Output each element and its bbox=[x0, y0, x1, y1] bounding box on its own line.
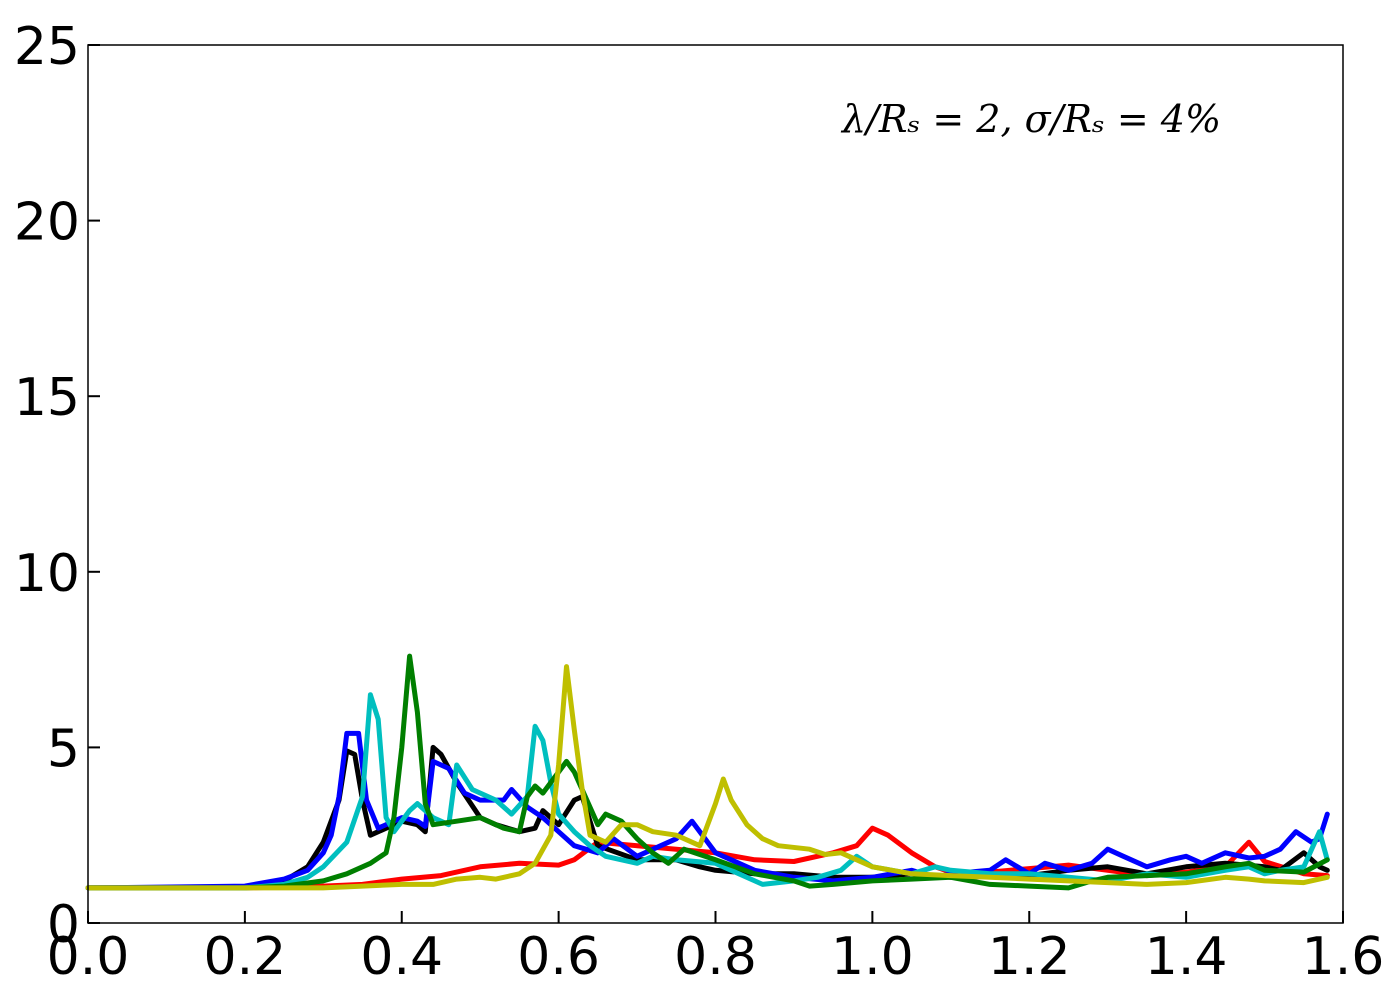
x-tick-label: 1.0 bbox=[831, 927, 914, 987]
x-tick-label: 0.4 bbox=[360, 927, 443, 987]
y-tick-label: 20 bbox=[14, 193, 80, 253]
y-tick-label: 5 bbox=[47, 719, 80, 779]
x-tick-label: 0.0 bbox=[47, 927, 130, 987]
y-tick-label: 25 bbox=[14, 17, 80, 77]
series-layer bbox=[85, 653, 1330, 891]
series-line-6 bbox=[85, 664, 1330, 891]
y-axis: 0 5 10 15 20 25 bbox=[14, 17, 100, 955]
series-line-2 bbox=[85, 744, 1330, 891]
x-tick-label: 0.8 bbox=[674, 927, 757, 987]
y-tick-label: 0 bbox=[47, 895, 80, 955]
x-axis: 0.0 0.2 0.4 0.6 0.8 1.0 1.2 1.4 1.6 bbox=[47, 911, 1385, 987]
y-tick-label: 10 bbox=[14, 544, 80, 604]
x-tick-label: 1.6 bbox=[1302, 927, 1385, 987]
x-tick-label: 1.2 bbox=[988, 927, 1071, 987]
y-tick-label: 15 bbox=[14, 368, 80, 428]
x-tick-label: 0.6 bbox=[517, 927, 600, 987]
x-tick-label: 0.2 bbox=[204, 927, 287, 987]
x-tick-label: 1.4 bbox=[1145, 927, 1228, 987]
chart-annotation: λ/Rₛ = 2, σ/Rₛ = 4% bbox=[840, 97, 1221, 141]
series-line-3 bbox=[85, 730, 1330, 891]
